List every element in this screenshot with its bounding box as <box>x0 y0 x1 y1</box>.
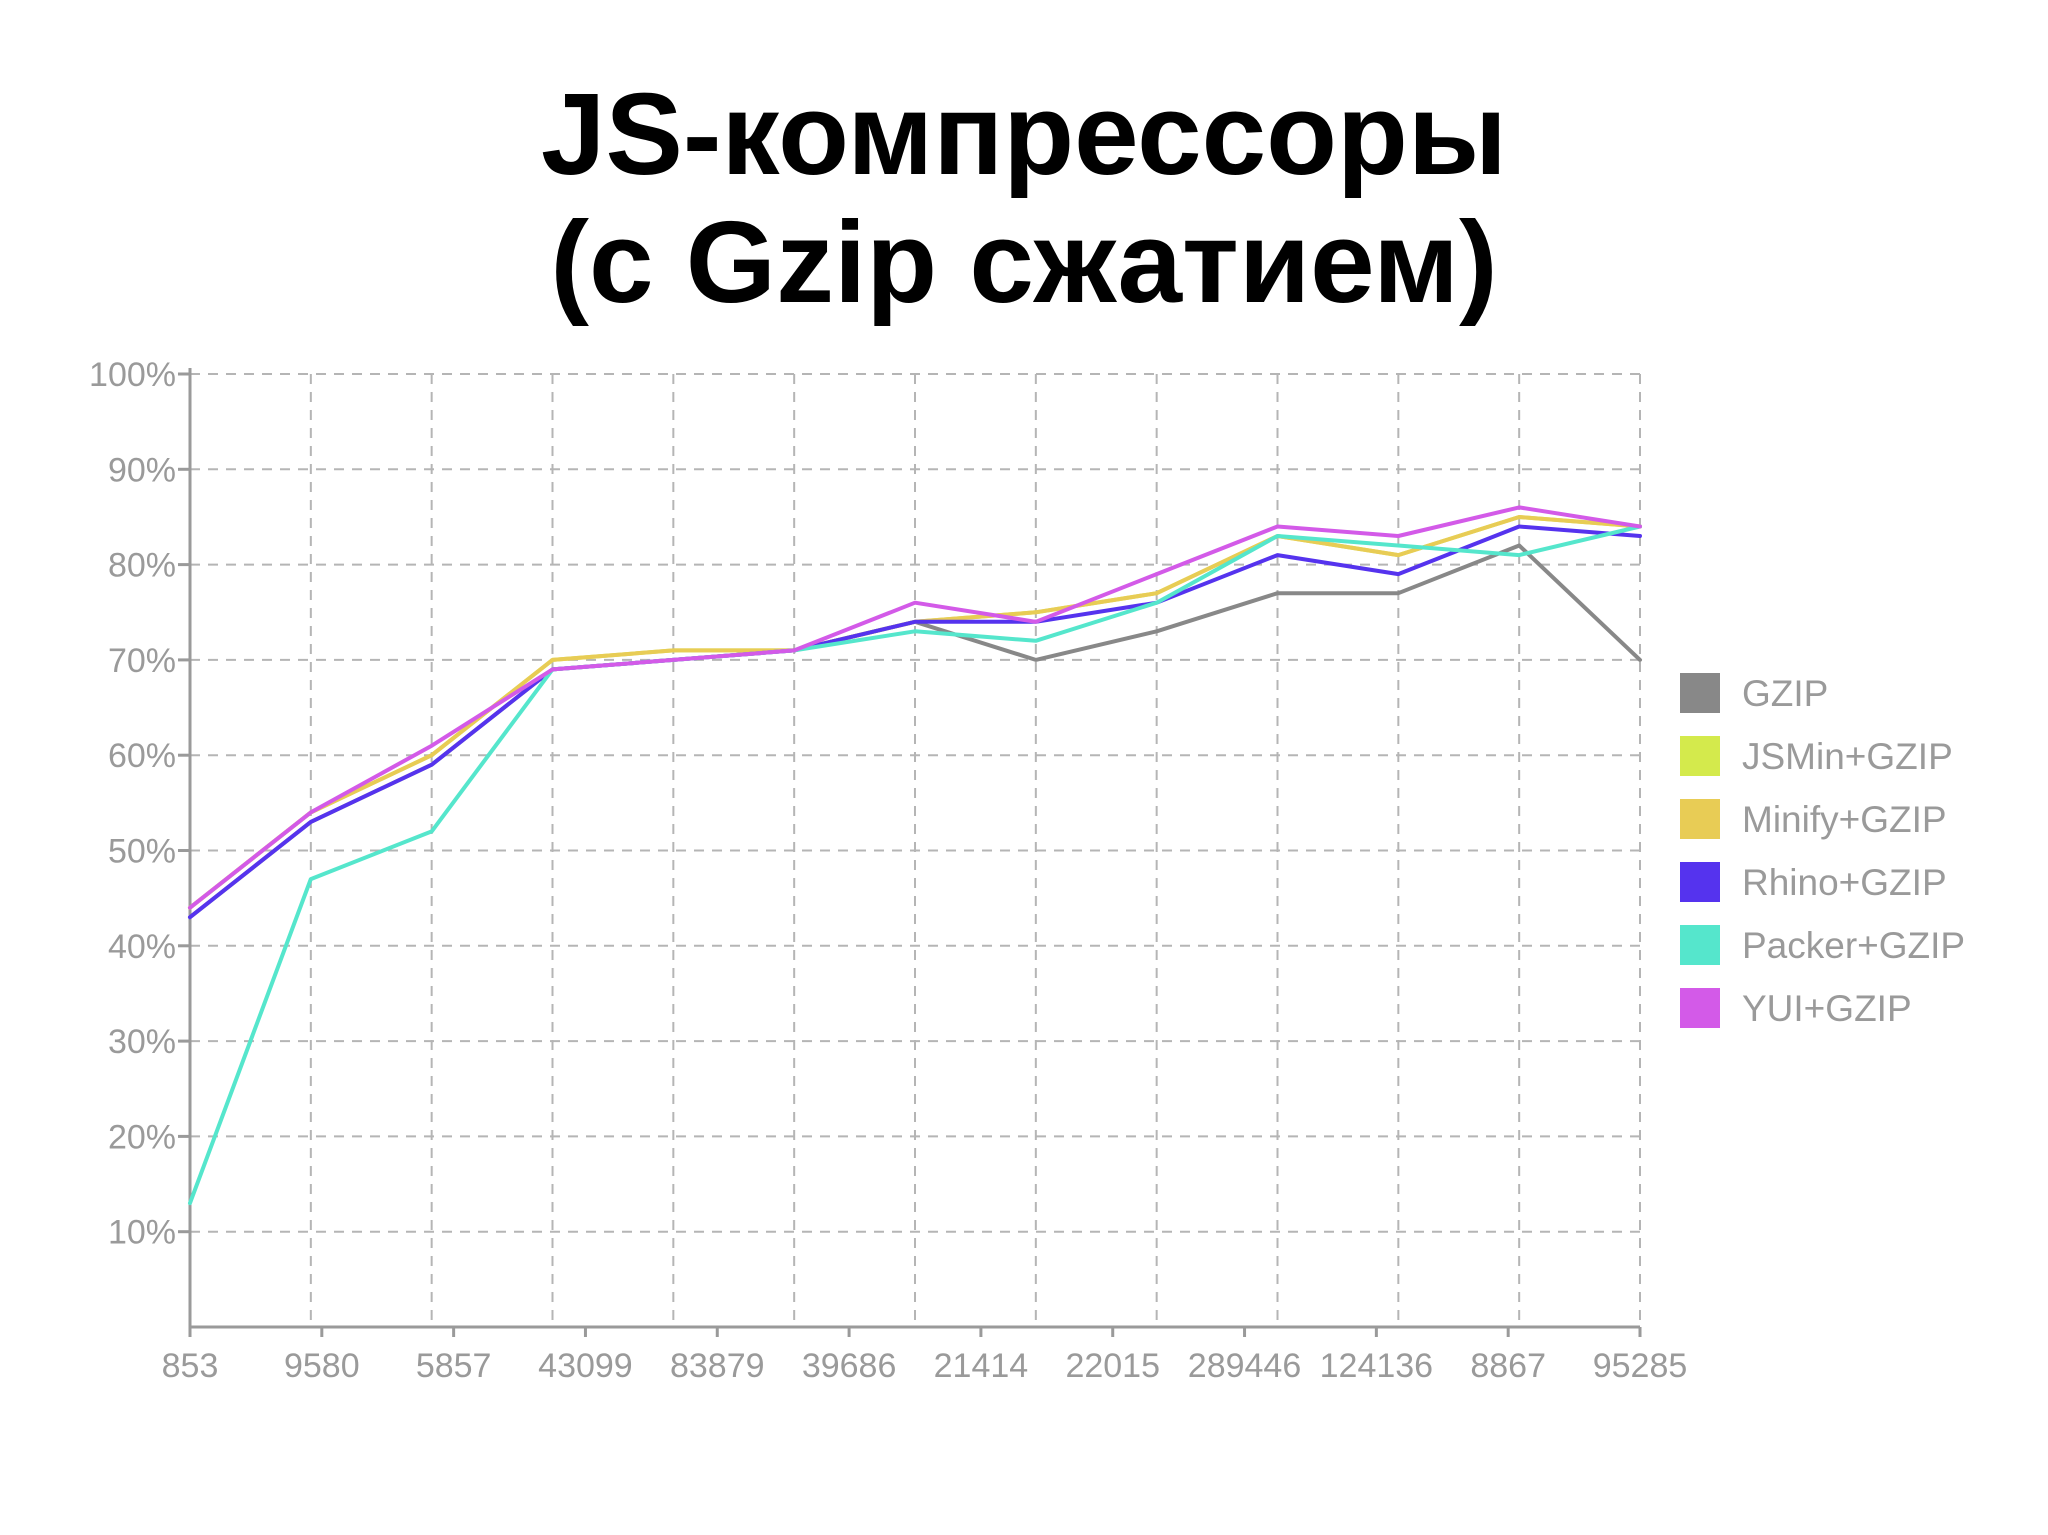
legend-swatch <box>1680 736 1720 776</box>
slide-title-line-2: (с Gzip сжатием) <box>550 197 1498 327</box>
x-axis-tick-label: 22015 <box>1065 1347 1160 1385</box>
x-axis-tick-label: 289446 <box>1188 1347 1301 1385</box>
slide-title: JS-компрессоры (с Gzip сжатием) <box>0 70 2048 326</box>
x-axis-tick-label: 8867 <box>1470 1347 1546 1385</box>
series-line <box>188 505 1642 910</box>
legend-label: Packer+GZIP <box>1742 925 1965 966</box>
x-axis-tick-labels: 853 9580 5857 43099 83879 39686 21414 22015 2894… <box>162 1347 1688 1385</box>
y-axis-tick-label: 50% <box>108 833 176 871</box>
x-axis-tick-label: 39686 <box>802 1347 897 1385</box>
x-axis-tick-label: 43099 <box>538 1347 633 1385</box>
grid <box>190 373 1641 1327</box>
legend-label: Rhino+GZIP <box>1742 862 1947 903</box>
y-axis-tick-label: 40% <box>108 928 176 966</box>
series-line <box>188 524 1642 920</box>
x-axis-tick-label: 95285 <box>1593 1347 1688 1385</box>
axes <box>178 368 1642 1337</box>
x-axis-tick-label: 124136 <box>1320 1347 1433 1385</box>
legend-label: GZIP <box>1742 673 1828 714</box>
y-axis-tick-label: 20% <box>108 1118 176 1156</box>
y-axis-tick-label: 60% <box>108 737 176 775</box>
series-line <box>188 524 1642 1206</box>
y-axis-tick-label: 70% <box>108 642 176 680</box>
legend-swatch <box>1680 673 1720 713</box>
x-axis-tick-label: 5857 <box>416 1347 492 1385</box>
x-axis-tick-label: 21414 <box>934 1347 1029 1385</box>
legend-label: YUI+GZIP <box>1742 988 1912 1029</box>
x-axis-tick-label: 83879 <box>670 1347 765 1385</box>
y-axis-tick-label: 10% <box>108 1214 176 1252</box>
y-axis-tick-labels: 10% 20% 30% 40% 50% 60% 70% 80% 90% 100% <box>89 356 176 1252</box>
legend-swatch <box>1680 925 1720 965</box>
legend-swatch <box>1680 862 1720 902</box>
y-axis-tick-label: 90% <box>108 451 176 489</box>
legend-swatch <box>1680 988 1720 1028</box>
y-axis-tick-label: 30% <box>108 1023 176 1061</box>
y-axis-tick-label: 80% <box>108 547 176 585</box>
legend: GZIP JSMin+GZIP Minify+GZIP Rhino+GZIP Packe… <box>1680 673 1965 1029</box>
slide-title-line-1: JS-компрессоры <box>541 69 1507 199</box>
series-lines <box>188 505 1642 1206</box>
legend-label: JSMin+GZIP <box>1742 736 1953 777</box>
y-axis-tick-label: 100% <box>89 356 176 394</box>
x-axis-tick-label: 853 <box>162 1347 219 1385</box>
legend-label: Minify+GZIP <box>1742 799 1947 840</box>
x-axis-tick-label: 9580 <box>284 1347 360 1385</box>
legend-swatch <box>1680 799 1720 839</box>
